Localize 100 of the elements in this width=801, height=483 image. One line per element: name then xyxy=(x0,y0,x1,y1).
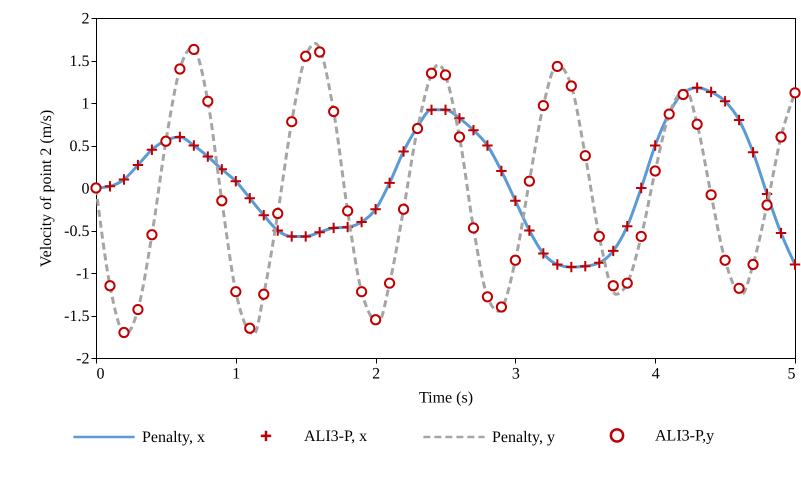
point xyxy=(383,176,396,190)
point xyxy=(300,50,312,62)
point xyxy=(481,139,494,152)
y-tick-label: 0.5 xyxy=(70,138,90,155)
point xyxy=(244,192,256,204)
point xyxy=(258,208,270,222)
point xyxy=(496,301,508,313)
point xyxy=(132,158,144,172)
y-tick-label: -0.5 xyxy=(64,223,90,240)
point xyxy=(328,106,340,118)
point xyxy=(621,220,634,232)
x-tick-label: 5 xyxy=(788,366,796,382)
y-tick-label: 1.5 xyxy=(70,53,90,70)
point xyxy=(788,258,801,271)
point xyxy=(118,173,130,186)
x-tick-label: 1 xyxy=(232,366,240,382)
point xyxy=(650,165,661,177)
point xyxy=(202,150,214,163)
point xyxy=(608,280,619,292)
point xyxy=(342,205,354,217)
point xyxy=(230,174,242,188)
point xyxy=(132,304,144,316)
point xyxy=(774,226,788,240)
y-tick-label: 2 xyxy=(82,10,90,28)
point xyxy=(732,114,746,126)
point xyxy=(341,220,354,234)
point xyxy=(355,216,368,228)
point xyxy=(648,139,662,152)
point xyxy=(272,208,284,220)
point xyxy=(579,260,592,272)
point xyxy=(789,87,801,98)
point xyxy=(384,278,396,289)
point xyxy=(216,195,228,206)
point xyxy=(622,278,633,289)
point xyxy=(146,144,158,156)
point xyxy=(174,63,186,75)
point xyxy=(467,124,480,136)
point xyxy=(565,260,578,274)
point xyxy=(118,326,130,338)
point xyxy=(524,176,535,187)
point xyxy=(286,230,298,243)
point xyxy=(327,222,340,234)
x-tick-label: 0 xyxy=(96,366,104,382)
point xyxy=(760,188,774,200)
point xyxy=(636,230,647,242)
point xyxy=(90,182,102,194)
point xyxy=(202,96,214,107)
point xyxy=(426,68,438,79)
point xyxy=(425,104,438,116)
point xyxy=(692,118,703,130)
point xyxy=(299,230,312,243)
point xyxy=(746,146,760,159)
point xyxy=(454,131,466,143)
y-tick-label: -2 xyxy=(76,350,90,368)
point xyxy=(594,230,605,242)
point xyxy=(314,46,326,58)
point xyxy=(468,222,480,234)
point xyxy=(258,288,270,300)
legend-label: Penalty, x xyxy=(142,429,205,446)
point xyxy=(244,322,256,334)
legend-label: Penalty, y xyxy=(492,429,555,446)
point xyxy=(690,81,704,94)
point xyxy=(397,145,410,158)
point xyxy=(635,182,648,194)
point xyxy=(439,104,452,116)
point xyxy=(761,199,773,211)
point xyxy=(230,286,242,298)
point xyxy=(160,136,172,147)
point xyxy=(704,86,718,98)
point xyxy=(188,139,200,152)
point xyxy=(580,150,591,162)
point xyxy=(440,69,452,81)
point xyxy=(272,224,284,237)
point xyxy=(747,258,759,270)
point xyxy=(482,291,494,302)
point xyxy=(664,108,675,120)
y-tick-label: -1 xyxy=(76,266,90,282)
x-axis-title: Time (s) xyxy=(418,390,474,406)
legend-label: ALI3-P,y xyxy=(655,427,714,444)
x-tick-label: 3 xyxy=(512,366,520,382)
point xyxy=(566,80,577,92)
point xyxy=(678,88,689,100)
point xyxy=(523,224,536,237)
point xyxy=(174,130,186,144)
y-tick-label: 1 xyxy=(82,96,90,112)
point xyxy=(495,164,508,178)
point xyxy=(369,203,382,216)
y-tick-label: 0 xyxy=(82,180,90,198)
point xyxy=(398,204,410,215)
point xyxy=(706,189,717,200)
point xyxy=(509,194,522,207)
point xyxy=(146,229,158,240)
point xyxy=(538,100,549,112)
point xyxy=(412,122,424,134)
x-tick-label: 4 xyxy=(652,366,660,382)
point xyxy=(313,226,326,238)
point xyxy=(370,314,382,326)
point xyxy=(104,280,116,292)
point xyxy=(607,244,620,258)
point xyxy=(552,60,563,72)
